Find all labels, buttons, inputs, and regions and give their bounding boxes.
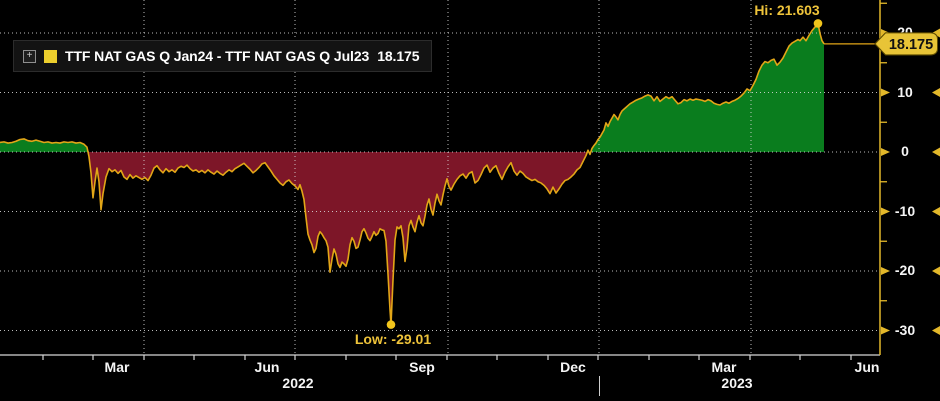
y-axis-tick-arrow-icon (881, 326, 890, 335)
legend-series-value: 18.175 (377, 48, 420, 64)
right-edge-arrow-icon (932, 326, 940, 335)
y-axis-tick-arrow-icon (881, 207, 890, 216)
low-point-marker (386, 320, 396, 329)
x-axis-month-label: Mar (711, 359, 737, 375)
y-axis-tick-arrow-icon (881, 148, 890, 156)
high-point-marker (813, 19, 823, 28)
legend-series-swatch-icon (44, 49, 57, 63)
area-positive (0, 23, 824, 152)
right-edge-arrow-icon (932, 266, 940, 276)
legend-expand-icon[interactable]: + (23, 49, 36, 63)
y-axis-tick-arrow-icon (881, 267, 890, 275)
x-axis-month-label: Jun (254, 359, 280, 375)
high-annotation-label: Hi: 21.603 (754, 2, 820, 18)
right-edge-arrow-icon (932, 207, 940, 216)
right-edge-arrow-icon (932, 147, 940, 157)
x-axis-month-label: Dec (560, 359, 586, 375)
area-negative (0, 152, 824, 325)
right-edge-arrow-icon (932, 88, 940, 97)
y-axis-tick-arrow-icon (881, 88, 890, 97)
low-annotation-label: Low: -29.01 (354, 331, 432, 347)
legend[interactable]: + TTF NAT GAS Q Jan24 - TTF NAT GAS Q Ju… (13, 40, 433, 72)
x-axis-month-label: Sep (409, 359, 435, 375)
x-axis-month-label: Jun (854, 359, 880, 375)
x-axis-month-label: Mar (104, 359, 130, 375)
legend-series-label: TTF NAT GAS Q Jan24 - TTF NAT GAS Q Jul2… (65, 48, 370, 64)
series-line (0, 22, 825, 326)
year-separator (599, 376, 600, 396)
x-axis-year-label: 2023 (721, 375, 753, 391)
x-axis-year-label: 2022 (282, 375, 314, 391)
last-price-tag-label: 18.175 (889, 37, 933, 53)
